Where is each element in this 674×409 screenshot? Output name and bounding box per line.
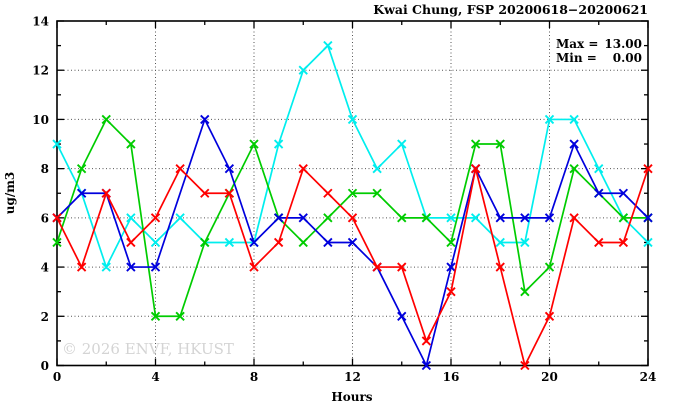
legend-min-value: 0.00	[613, 51, 642, 65]
legend-max-label: Max =	[556, 37, 598, 51]
y-tick-label: 0	[41, 359, 49, 373]
y-tick-label: 2	[41, 310, 49, 324]
x-tick-label: 4	[151, 370, 159, 384]
y-tick-label: 6	[41, 211, 49, 225]
x-tick-label: 12	[344, 370, 361, 384]
watermark: © 2026 ENVF, HKUST	[62, 340, 234, 358]
x-tick-label: 0	[53, 370, 61, 384]
legend-max-value: 13.00	[604, 37, 642, 51]
x-tick-label: 8	[250, 370, 258, 384]
x-tick-label: 20	[541, 370, 558, 384]
series-blue-line	[56, 117, 649, 368]
legend-min-label: Min =	[556, 51, 597, 65]
x-tick-label: 24	[640, 370, 657, 384]
series-blue-markers	[52, 114, 653, 371]
x-tick-label: 16	[443, 370, 460, 384]
y-tick-label: 10	[32, 113, 49, 127]
axis-ticks	[56, 20, 649, 367]
data-series	[52, 40, 653, 371]
series-cyan-markers	[52, 40, 653, 272]
series-cyan-line	[56, 44, 649, 270]
legend: Max = 13.00 Min = 0.00	[556, 37, 642, 65]
y-axis-label: ug/m3	[3, 172, 17, 215]
x-axis-label: Hours	[331, 390, 372, 404]
y-tick-label: 12	[32, 64, 49, 78]
y-tick-label: 8	[41, 162, 49, 176]
y-tick-label: 4	[41, 261, 49, 275]
y-tick-label: 14	[32, 15, 49, 29]
chart-title: Kwai Chung, FSP 20200618−20200621	[373, 2, 648, 17]
series-red-markers	[52, 163, 653, 371]
